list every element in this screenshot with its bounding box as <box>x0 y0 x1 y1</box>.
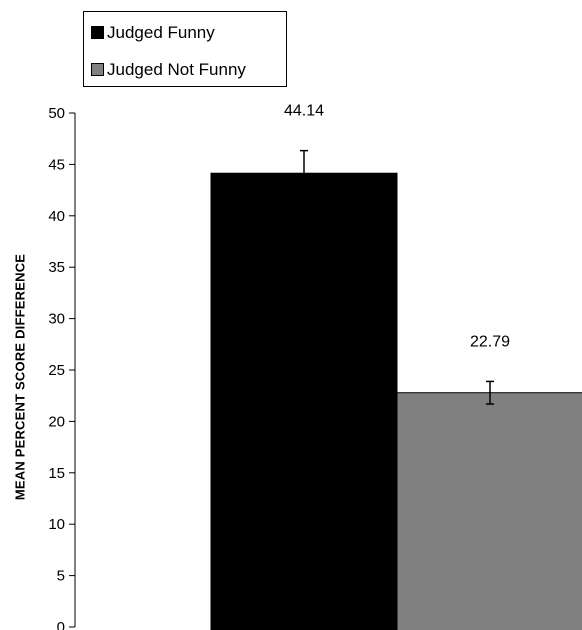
y-tick-label-30: 30 <box>48 311 65 328</box>
bar-judged-funny <box>210 172 398 630</box>
legend-swatch-judged-funny <box>91 25 104 39</box>
chart-legend: Judged Funny Judged Not Funny <box>83 11 287 87</box>
legend-label-judged-funny: Judged Funny <box>107 22 215 42</box>
y-tick-label-50: 50 <box>48 105 65 122</box>
bar-judged-not-funny <box>396 392 582 630</box>
data-label-judged-funny: 44.14 <box>284 103 324 120</box>
y-tick-label-25: 25 <box>48 362 65 379</box>
y-tick-label-0: 0 <box>57 619 65 630</box>
y-tick-label-20: 20 <box>48 413 65 430</box>
y-tick-label-35: 35 <box>48 259 65 276</box>
y-tick-label-45: 45 <box>48 156 65 173</box>
legend-item-judged-not-funny: Judged Not Funny <box>91 57 246 81</box>
data-label-judged-not-funny: 22.79 <box>470 333 510 350</box>
legend-label-judged-not-funny: Judged Not Funny <box>107 59 246 79</box>
legend-swatch-judged-not-funny <box>91 62 104 76</box>
y-tick-label-10: 10 <box>48 516 65 533</box>
y-tick-label-5: 5 <box>57 568 65 585</box>
legend-item-judged-funny: Judged Funny <box>91 20 215 44</box>
y-axis-label: MEAN PERCENT SCORE DIFFERENCE <box>12 253 28 501</box>
y-tick-label-15: 15 <box>48 465 65 482</box>
y-tick-label-40: 40 <box>48 208 65 225</box>
